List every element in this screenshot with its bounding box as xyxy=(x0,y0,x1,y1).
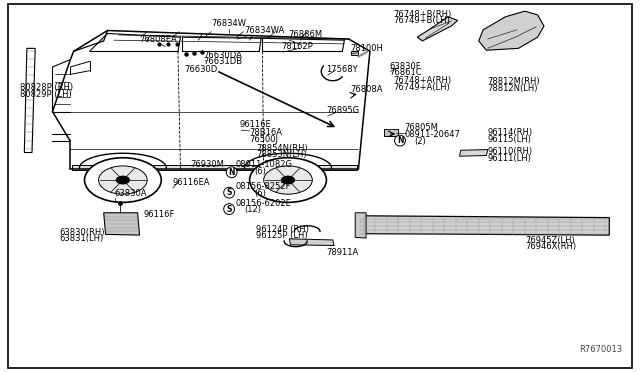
Text: 76631DB: 76631DB xyxy=(204,57,243,66)
Circle shape xyxy=(264,166,312,194)
Text: 96111(LH): 96111(LH) xyxy=(488,154,532,163)
Text: 96124P (RH): 96124P (RH) xyxy=(256,225,309,234)
FancyBboxPatch shape xyxy=(384,129,398,136)
Polygon shape xyxy=(355,213,366,238)
Text: 76749+A(LH): 76749+A(LH) xyxy=(394,83,451,92)
Text: (6): (6) xyxy=(255,167,267,176)
Text: 76630D: 76630D xyxy=(184,65,218,74)
FancyBboxPatch shape xyxy=(351,51,358,55)
Text: 80828P (RH): 80828P (RH) xyxy=(20,83,74,92)
Text: 08156-6202E: 08156-6202E xyxy=(236,199,291,208)
Text: 76946X(RH): 76946X(RH) xyxy=(525,243,576,251)
Text: N: N xyxy=(397,136,403,145)
Polygon shape xyxy=(72,165,357,170)
Polygon shape xyxy=(460,150,488,156)
Polygon shape xyxy=(417,17,458,41)
Text: 96114(RH): 96114(RH) xyxy=(488,128,533,137)
Text: 76748+A(RH): 76748+A(RH) xyxy=(394,76,452,85)
Circle shape xyxy=(282,176,294,184)
Circle shape xyxy=(84,158,161,202)
Text: 76808A: 76808A xyxy=(351,85,383,94)
Text: 76500J: 76500J xyxy=(250,135,278,144)
Text: 78853N(LH): 78853N(LH) xyxy=(256,150,307,159)
Text: 78812N(LH): 78812N(LH) xyxy=(488,84,538,93)
Text: 76861C: 76861C xyxy=(389,68,422,77)
Text: 76834WA: 76834WA xyxy=(244,26,285,35)
Text: 63830F: 63830F xyxy=(389,62,420,71)
Text: 96116F: 96116F xyxy=(144,210,175,219)
Text: 76748+B(RH): 76748+B(RH) xyxy=(394,10,452,19)
Text: 76886M: 76886M xyxy=(288,30,322,39)
Polygon shape xyxy=(24,48,35,153)
Text: N: N xyxy=(228,168,235,177)
Text: 96115(LH): 96115(LH) xyxy=(488,135,532,144)
Text: 96116E: 96116E xyxy=(240,121,272,129)
Text: 17568Y: 17568Y xyxy=(326,65,358,74)
Text: R7670013: R7670013 xyxy=(579,345,622,354)
Text: 76834W: 76834W xyxy=(212,19,246,28)
Text: 96116EA: 96116EA xyxy=(173,179,211,187)
Text: 76805M: 76805M xyxy=(404,123,438,132)
Text: 76749+B(LH): 76749+B(LH) xyxy=(394,16,451,25)
Text: 96110(RH): 96110(RH) xyxy=(488,147,533,156)
Text: 78854N(RH): 78854N(RH) xyxy=(256,144,308,153)
Text: 63831(LH): 63831(LH) xyxy=(59,234,103,243)
Text: 08911-1082G: 08911-1082G xyxy=(236,160,292,169)
Circle shape xyxy=(250,158,326,202)
Text: 78162P: 78162P xyxy=(282,42,314,51)
Text: 08156-8252F: 08156-8252F xyxy=(236,182,291,191)
Text: 76895G: 76895G xyxy=(326,106,360,115)
Text: 76930M: 76930M xyxy=(191,160,225,169)
Text: 80829P (LH): 80829P (LH) xyxy=(20,90,72,99)
Polygon shape xyxy=(360,216,609,235)
Polygon shape xyxy=(479,11,544,50)
Circle shape xyxy=(99,166,147,194)
Text: 76945Z(LH): 76945Z(LH) xyxy=(525,236,575,245)
Text: 78100H: 78100H xyxy=(351,44,383,53)
Polygon shape xyxy=(104,213,140,235)
Text: 63830A: 63830A xyxy=(114,189,147,198)
Text: (2): (2) xyxy=(415,137,426,146)
Text: 76808EA: 76808EA xyxy=(140,35,177,44)
Text: 76630DA: 76630DA xyxy=(204,51,243,60)
Text: 08911-20647: 08911-20647 xyxy=(404,130,460,139)
Circle shape xyxy=(116,176,129,184)
Polygon shape xyxy=(289,239,334,246)
Text: 78911A: 78911A xyxy=(326,248,358,257)
Text: 78812M(RH): 78812M(RH) xyxy=(488,77,540,86)
Text: (12): (12) xyxy=(244,205,262,214)
Text: 63830(RH): 63830(RH) xyxy=(59,228,104,237)
Text: S: S xyxy=(227,188,232,197)
Text: 96125P (LH): 96125P (LH) xyxy=(256,231,308,240)
Text: (6): (6) xyxy=(255,189,267,198)
Text: S: S xyxy=(227,205,232,214)
Text: 78B16A: 78B16A xyxy=(250,128,283,137)
